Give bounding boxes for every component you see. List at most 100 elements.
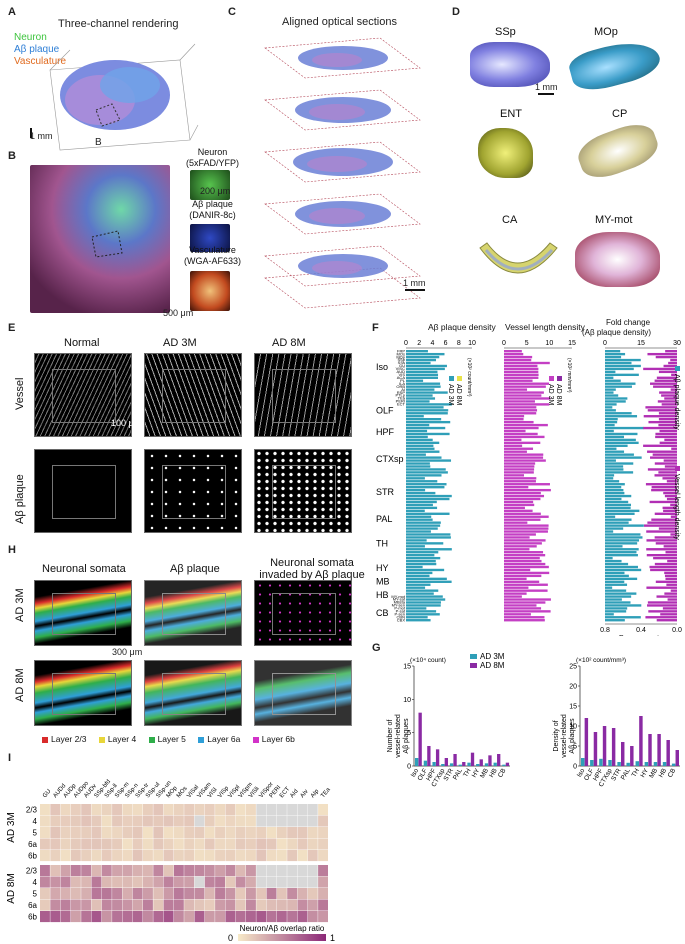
f-vessel-bar bbox=[504, 488, 551, 492]
f-region-label: ORB bbox=[396, 384, 405, 389]
f-plaque-bar bbox=[406, 568, 445, 572]
f-vessel-bar bbox=[504, 577, 527, 581]
f-region-label: PTLp bbox=[395, 393, 405, 398]
f-vessel-bar bbox=[504, 559, 542, 563]
f-plaque-bar bbox=[406, 350, 428, 353]
f-vessel-bar bbox=[504, 524, 549, 527]
f-decrease-bar bbox=[662, 477, 677, 480]
f-plaque-bar bbox=[406, 598, 446, 601]
f-decrease-bar bbox=[647, 601, 677, 604]
f-col2-tick: 15 bbox=[568, 340, 576, 347]
f-plaque-bar bbox=[406, 592, 434, 595]
i-heatmap-cell bbox=[297, 804, 308, 816]
f-col3-legend-vessel: Vessel length density bbox=[673, 474, 680, 540]
i-heatmap-cell bbox=[132, 911, 143, 923]
f-region-label: P-mot bbox=[394, 606, 406, 611]
i-heatmap-cell bbox=[50, 888, 61, 900]
i-column-label: AId bbox=[289, 789, 299, 800]
g-right-category: MB bbox=[648, 768, 659, 780]
f-region-label: P-sat bbox=[396, 609, 406, 614]
g-right-bar-8m bbox=[666, 740, 670, 766]
f-fold-bar bbox=[605, 536, 643, 539]
f-col3-bottom-title: Decrease rate bbox=[619, 635, 663, 636]
f-vessel-bar bbox=[504, 465, 535, 468]
f-fold-bar bbox=[605, 589, 627, 592]
i-heatmap-cell bbox=[318, 838, 328, 850]
g-left-bar-3m bbox=[493, 762, 497, 766]
g-right-bar-8m bbox=[657, 734, 661, 766]
i-heatmap-cell bbox=[153, 876, 164, 888]
region-ssp-image bbox=[470, 42, 550, 87]
i-heatmap-cell bbox=[184, 888, 195, 900]
i-heatmap-cell bbox=[70, 838, 81, 850]
i-heatmap-cell bbox=[153, 888, 164, 900]
f-fold-bar bbox=[605, 512, 635, 515]
channel-plaque-name: Aβ plaque bbox=[192, 199, 233, 209]
f-fold-bar bbox=[605, 382, 636, 385]
scalebar-a-vert bbox=[30, 128, 32, 138]
i-heatmap-cell bbox=[256, 911, 267, 923]
i-heatmap-cell bbox=[276, 850, 287, 862]
i-heatmap-cell bbox=[173, 888, 184, 900]
f-decrease-bar bbox=[643, 524, 677, 527]
f-fold-bar bbox=[605, 595, 632, 598]
f-fold-bar bbox=[605, 376, 614, 379]
i-heatmap-cell bbox=[173, 838, 184, 850]
i-heatmap-cell bbox=[173, 876, 184, 888]
f-decrease-bar bbox=[650, 382, 677, 385]
i-heatmap-cell bbox=[246, 888, 256, 900]
i-heatmap-cell bbox=[307, 850, 318, 862]
f-region-label: CBX bbox=[397, 617, 406, 622]
f-vessel-bar bbox=[504, 601, 546, 604]
g-right-bar-8m bbox=[648, 734, 652, 766]
f-plaque-bar bbox=[406, 403, 452, 406]
f-decrease-bar bbox=[658, 370, 677, 374]
f-vessel-bar bbox=[504, 471, 534, 474]
f-col2-legend-8m: AD 8M bbox=[555, 384, 562, 406]
i-heatmap-cell bbox=[235, 804, 246, 816]
i-heatmap-cell bbox=[297, 899, 308, 911]
f-fold-bar bbox=[605, 545, 623, 548]
i-heatmap-cell bbox=[184, 865, 195, 877]
f-fold-bar bbox=[605, 459, 616, 462]
f-col1-tick: 2 bbox=[417, 340, 421, 347]
h-col-invaded-label: Neuronal somata invaded by Aβ plaque bbox=[259, 557, 365, 581]
f-vessel-bar bbox=[504, 373, 539, 377]
i-heatmap-cell bbox=[40, 815, 50, 827]
i-colorbar bbox=[238, 934, 326, 941]
f-vessel-bar bbox=[504, 521, 528, 524]
f-fold-bar bbox=[605, 613, 614, 616]
f-vessel-bar bbox=[504, 545, 537, 548]
i-heatmap-cell bbox=[204, 899, 215, 911]
g-right-ylabel: Aβ plaques bbox=[569, 718, 576, 754]
f-group-label: CB bbox=[376, 608, 389, 618]
f-fold-bar bbox=[605, 494, 632, 498]
i-heatmap-cell bbox=[153, 804, 164, 816]
i-heatmap-cell bbox=[318, 827, 328, 839]
f-fold-bar bbox=[605, 548, 639, 551]
f-col2-title: Vessel length density bbox=[505, 322, 585, 332]
i-heatmap-cell bbox=[40, 911, 50, 923]
f-region-label: TEa bbox=[398, 396, 406, 401]
g-left-bar-3m bbox=[467, 762, 471, 766]
i-heatmap-cell bbox=[194, 838, 205, 850]
f-decrease-bar bbox=[646, 554, 677, 557]
f-decrease-bar bbox=[654, 474, 677, 477]
vessel-ad3m-cube bbox=[144, 353, 242, 437]
g-right-tick-label: 25 bbox=[569, 664, 577, 671]
f-decrease-bar bbox=[660, 613, 677, 616]
i-heatmap-cell bbox=[256, 888, 267, 900]
i-heatmap-cell bbox=[101, 838, 112, 850]
g-left-tick-label: 15 bbox=[403, 664, 411, 671]
f-decrease-bar bbox=[663, 364, 677, 368]
f-vessel-bar bbox=[504, 435, 545, 439]
panel-a-title: Three-channel rendering bbox=[58, 18, 179, 30]
f-vessel-bar bbox=[504, 483, 550, 486]
f-col1-tick: 6 bbox=[444, 340, 448, 347]
i-heatmap-cell bbox=[225, 827, 236, 839]
f-plaque-bar bbox=[406, 503, 433, 507]
i-heatmap-cell bbox=[246, 838, 256, 850]
g-left-ylabel: vessel-related bbox=[395, 714, 402, 758]
f-vessel-bar bbox=[504, 610, 551, 613]
col-ad8m-label: AD 8M bbox=[272, 337, 306, 349]
